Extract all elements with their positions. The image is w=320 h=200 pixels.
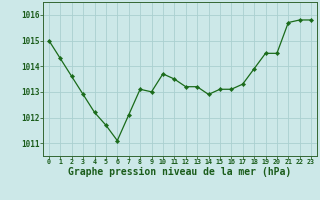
X-axis label: Graphe pression niveau de la mer (hPa): Graphe pression niveau de la mer (hPa): [68, 167, 292, 177]
